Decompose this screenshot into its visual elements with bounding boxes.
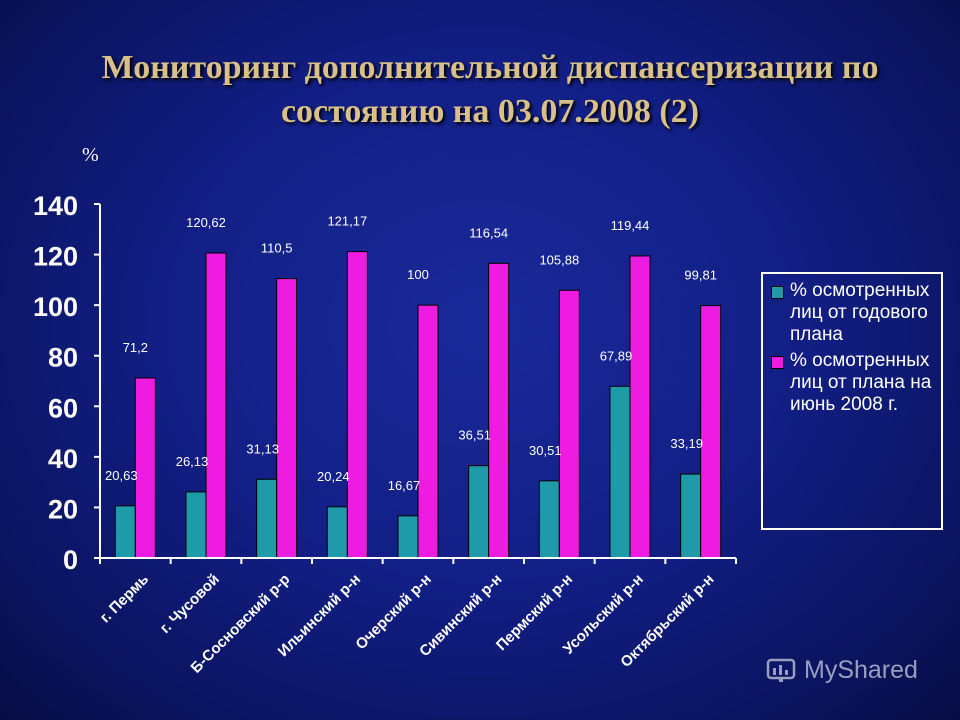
data-label-series-2-7: 105,88 bbox=[539, 252, 579, 267]
bar-series-2-6 bbox=[488, 262, 510, 559]
data-label-series-1-9: 33,19 bbox=[670, 436, 703, 451]
data-label-series-2-4: 121,17 bbox=[327, 214, 367, 229]
data-label-series-1-1: 20,63 bbox=[105, 468, 138, 483]
bar-series-1-8 bbox=[609, 385, 631, 559]
bar-series-1-9 bbox=[680, 473, 702, 559]
data-label-series-1-6: 36,51 bbox=[458, 428, 491, 443]
bar-series-1-6 bbox=[468, 465, 490, 559]
bar-series-2-3 bbox=[276, 278, 298, 559]
data-label-series-2-8: 119,44 bbox=[611, 218, 650, 233]
watermark: MyShared bbox=[766, 656, 918, 685]
data-label-series-1-3: 31,13 bbox=[246, 441, 279, 456]
bar-series-1-4 bbox=[326, 506, 348, 559]
title-line-1: Мониторинг дополнительной диспансеризаци… bbox=[101, 49, 879, 86]
bar-series-2-4 bbox=[346, 251, 368, 559]
y-tick-label-8: 140 bbox=[33, 191, 78, 221]
legend-label-series-1: % осмотренных лиц от годового плана bbox=[790, 280, 930, 345]
x-category-label-1: г. Пермь bbox=[97, 571, 153, 627]
data-label-series-2-9: 99,81 bbox=[684, 268, 717, 283]
y-tick-label-4: 60 bbox=[48, 393, 78, 423]
legend-label-series-2: % осмотренных лиц от плана на июнь 2008 … bbox=[790, 350, 932, 415]
data-label-series-1-8: 67,89 bbox=[600, 348, 633, 363]
bar-series-1-1 bbox=[114, 505, 136, 559]
bar-series-2-7 bbox=[558, 289, 580, 559]
data-label-series-1-2: 26,13 bbox=[176, 454, 209, 469]
legend-item-series-1: % осмотренных лиц от годового плана bbox=[771, 280, 937, 346]
legend-item-series-2: % осмотренных лиц от плана на июнь 2008 … bbox=[771, 350, 937, 416]
bar-series-1-7 bbox=[538, 480, 560, 559]
legend-swatch-series-2 bbox=[771, 356, 784, 369]
bar-series-1-2 bbox=[185, 491, 207, 559]
presentation-icon bbox=[766, 658, 796, 682]
y-tick-label-2: 20 bbox=[48, 494, 78, 524]
data-label-series-1-4: 20,24 bbox=[317, 469, 350, 484]
bar-series-1-3 bbox=[256, 478, 278, 559]
bar-series-2-9 bbox=[700, 305, 722, 559]
bar-series-2-5 bbox=[417, 304, 439, 559]
page-title: Мониторинг дополнительной диспансеризаци… bbox=[40, 46, 940, 134]
y-tick-label-3: 40 bbox=[48, 444, 78, 474]
data-label-series-2-1: 71,2 bbox=[123, 340, 148, 355]
y-tick-label-5: 80 bbox=[48, 343, 78, 373]
bar-series-2-1 bbox=[134, 377, 156, 559]
data-label-series-2-5: 100 bbox=[407, 267, 429, 282]
chart-legend: % осмотренных лиц от годового плана % ос… bbox=[761, 272, 943, 530]
data-label-series-2-2: 120,62 bbox=[186, 215, 226, 230]
legend-swatch-series-1 bbox=[771, 286, 784, 299]
bar-series-2-8 bbox=[629, 255, 651, 559]
data-label-series-1-7: 30,51 bbox=[529, 443, 562, 458]
y-unit-label: % bbox=[82, 144, 99, 166]
watermark-text: MyShared bbox=[804, 656, 918, 684]
data-label-series-2-3: 110,5 bbox=[261, 241, 293, 256]
bar-series-1-5 bbox=[397, 515, 419, 559]
x-category-label-2: г. Чусовой bbox=[157, 571, 223, 637]
title-line-2: состоянию на 03.07.2008 (2) bbox=[280, 93, 700, 130]
y-tick-label-7: 120 bbox=[33, 242, 78, 272]
data-label-series-1-5: 16,67 bbox=[388, 478, 421, 493]
data-label-series-2-6: 116,54 bbox=[469, 225, 508, 240]
y-tick-label-1: 0 bbox=[63, 545, 78, 575]
bar-series-2-2 bbox=[205, 252, 227, 559]
y-tick-label-6: 100 bbox=[33, 292, 78, 322]
